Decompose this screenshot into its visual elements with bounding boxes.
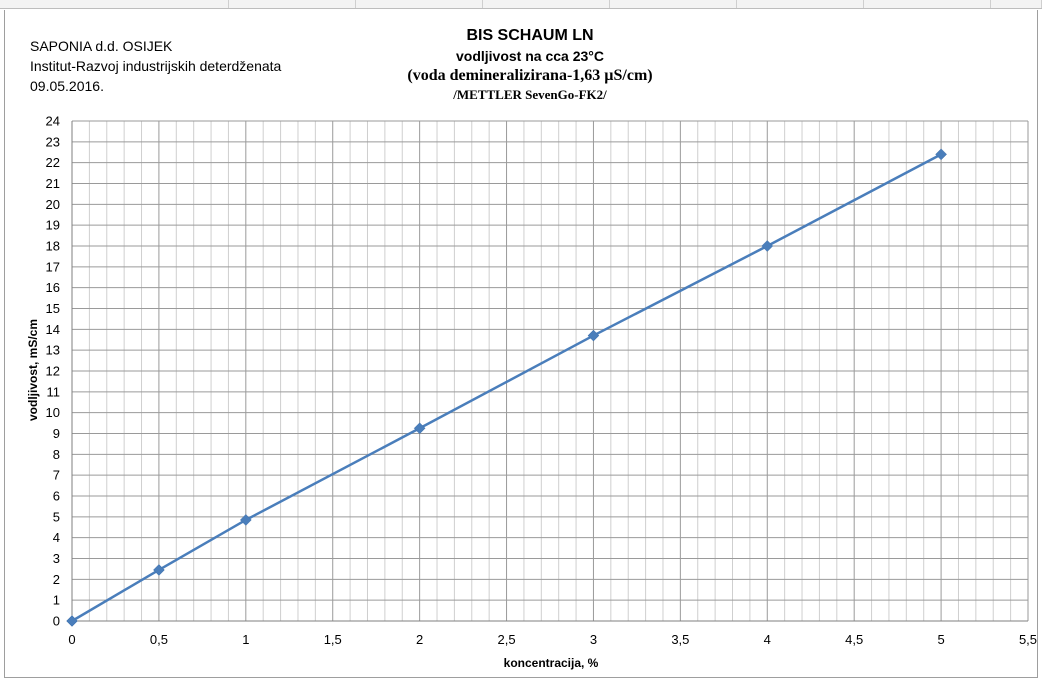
chart-subtitle-2: (voda demineralizirana-1,63 µS/cm) — [407, 67, 653, 84]
report-date: 09.05.2016. — [30, 78, 104, 94]
institute-name: Institut-Razvoj industrijskih deterdžena… — [30, 58, 282, 74]
y-tick-label: 19 — [46, 218, 60, 233]
data-series — [66, 148, 947, 627]
y-tick-label: 23 — [46, 134, 60, 149]
x-tick-label: 0,5 — [150, 632, 168, 647]
y-tick-label: 21 — [46, 176, 60, 191]
data-point-marker — [413, 422, 426, 435]
y-tick-label: 9 — [53, 426, 60, 441]
y-tick-label: 7 — [53, 468, 60, 483]
chart-title: BIS SCHAUM LN — [466, 27, 594, 44]
y-tick-label: 18 — [46, 239, 60, 254]
y-tick-label: 3 — [53, 551, 60, 566]
x-tick-label: 0 — [68, 632, 75, 647]
x-tick-label: 4 — [764, 632, 771, 647]
y-tick-label: 0 — [53, 614, 60, 629]
y-tick-label: 11 — [47, 384, 61, 399]
company-name: SAPONIA d.d. OSIJEK — [30, 38, 173, 54]
strip-cell — [610, 0, 737, 8]
x-tick-label: 4,5 — [845, 632, 863, 647]
x-tick-label: 1,5 — [324, 632, 342, 647]
strip-cell — [737, 0, 864, 8]
data-point-marker — [761, 240, 774, 252]
y-axis-title: vodljivost, mS/cm — [26, 319, 40, 421]
header-info: SAPONIA d.d. OSIJEK Institut-Razvoj indu… — [30, 36, 281, 96]
x-tick-label: 1 — [242, 632, 249, 647]
x-tick-label: 3,5 — [671, 632, 689, 647]
y-tick-label: 1 — [53, 593, 60, 608]
x-tick-label: 2,5 — [498, 632, 516, 647]
data-point-marker — [587, 329, 600, 342]
y-tick-label: 12 — [46, 364, 60, 379]
data-point-marker — [239, 514, 252, 526]
major-gridlines — [71, 120, 1029, 622]
y-tick-label: 14 — [46, 322, 60, 337]
x-tick-labels: 0 0,5 1 1,5 2 2,5 3 3,5 4 4,5 5 5,5 — [68, 632, 1037, 647]
chart-subtitle-3: /METTLER SevenGo-FK2/ — [453, 87, 607, 102]
data-point-marker — [66, 615, 78, 627]
x-tick-label: 2 — [416, 632, 423, 647]
strip-cell — [229, 0, 356, 8]
y-tick-label: 15 — [46, 301, 60, 316]
data-point-marker — [935, 148, 947, 161]
data-point-marker — [153, 564, 165, 576]
y-tick-label: 22 — [46, 155, 60, 170]
y-tick-label: 10 — [46, 405, 60, 420]
strip-cell — [864, 0, 991, 8]
y-tick-label: 20 — [46, 197, 60, 212]
x-tick-label: 3 — [590, 632, 597, 647]
y-tick-label: 8 — [53, 447, 60, 462]
x-tick-label: 5,5 — [1019, 632, 1037, 647]
strip-cell — [483, 0, 610, 8]
y-tick-label: 17 — [46, 259, 60, 274]
y-tick-label: 4 — [53, 530, 60, 545]
y-tick-label: 13 — [46, 343, 60, 358]
y-tick-label: 6 — [53, 489, 60, 504]
x-axis-title: koncentracija, % — [504, 656, 599, 670]
y-tick-label: 16 — [46, 280, 60, 295]
chart-subtitle-1: vodljivost na cca 23°C — [456, 48, 604, 64]
x-tick-label: 5 — [937, 632, 944, 647]
y-tick-label: 5 — [53, 509, 60, 524]
strip-cell — [356, 0, 483, 8]
y-tick-label: 24 — [46, 114, 60, 129]
strip-cell — [0, 0, 229, 8]
y-tick-label: 2 — [53, 572, 60, 587]
chart-titles: BIS SCHAUM LN vodljivost na cca 23°C (vo… — [330, 26, 730, 104]
